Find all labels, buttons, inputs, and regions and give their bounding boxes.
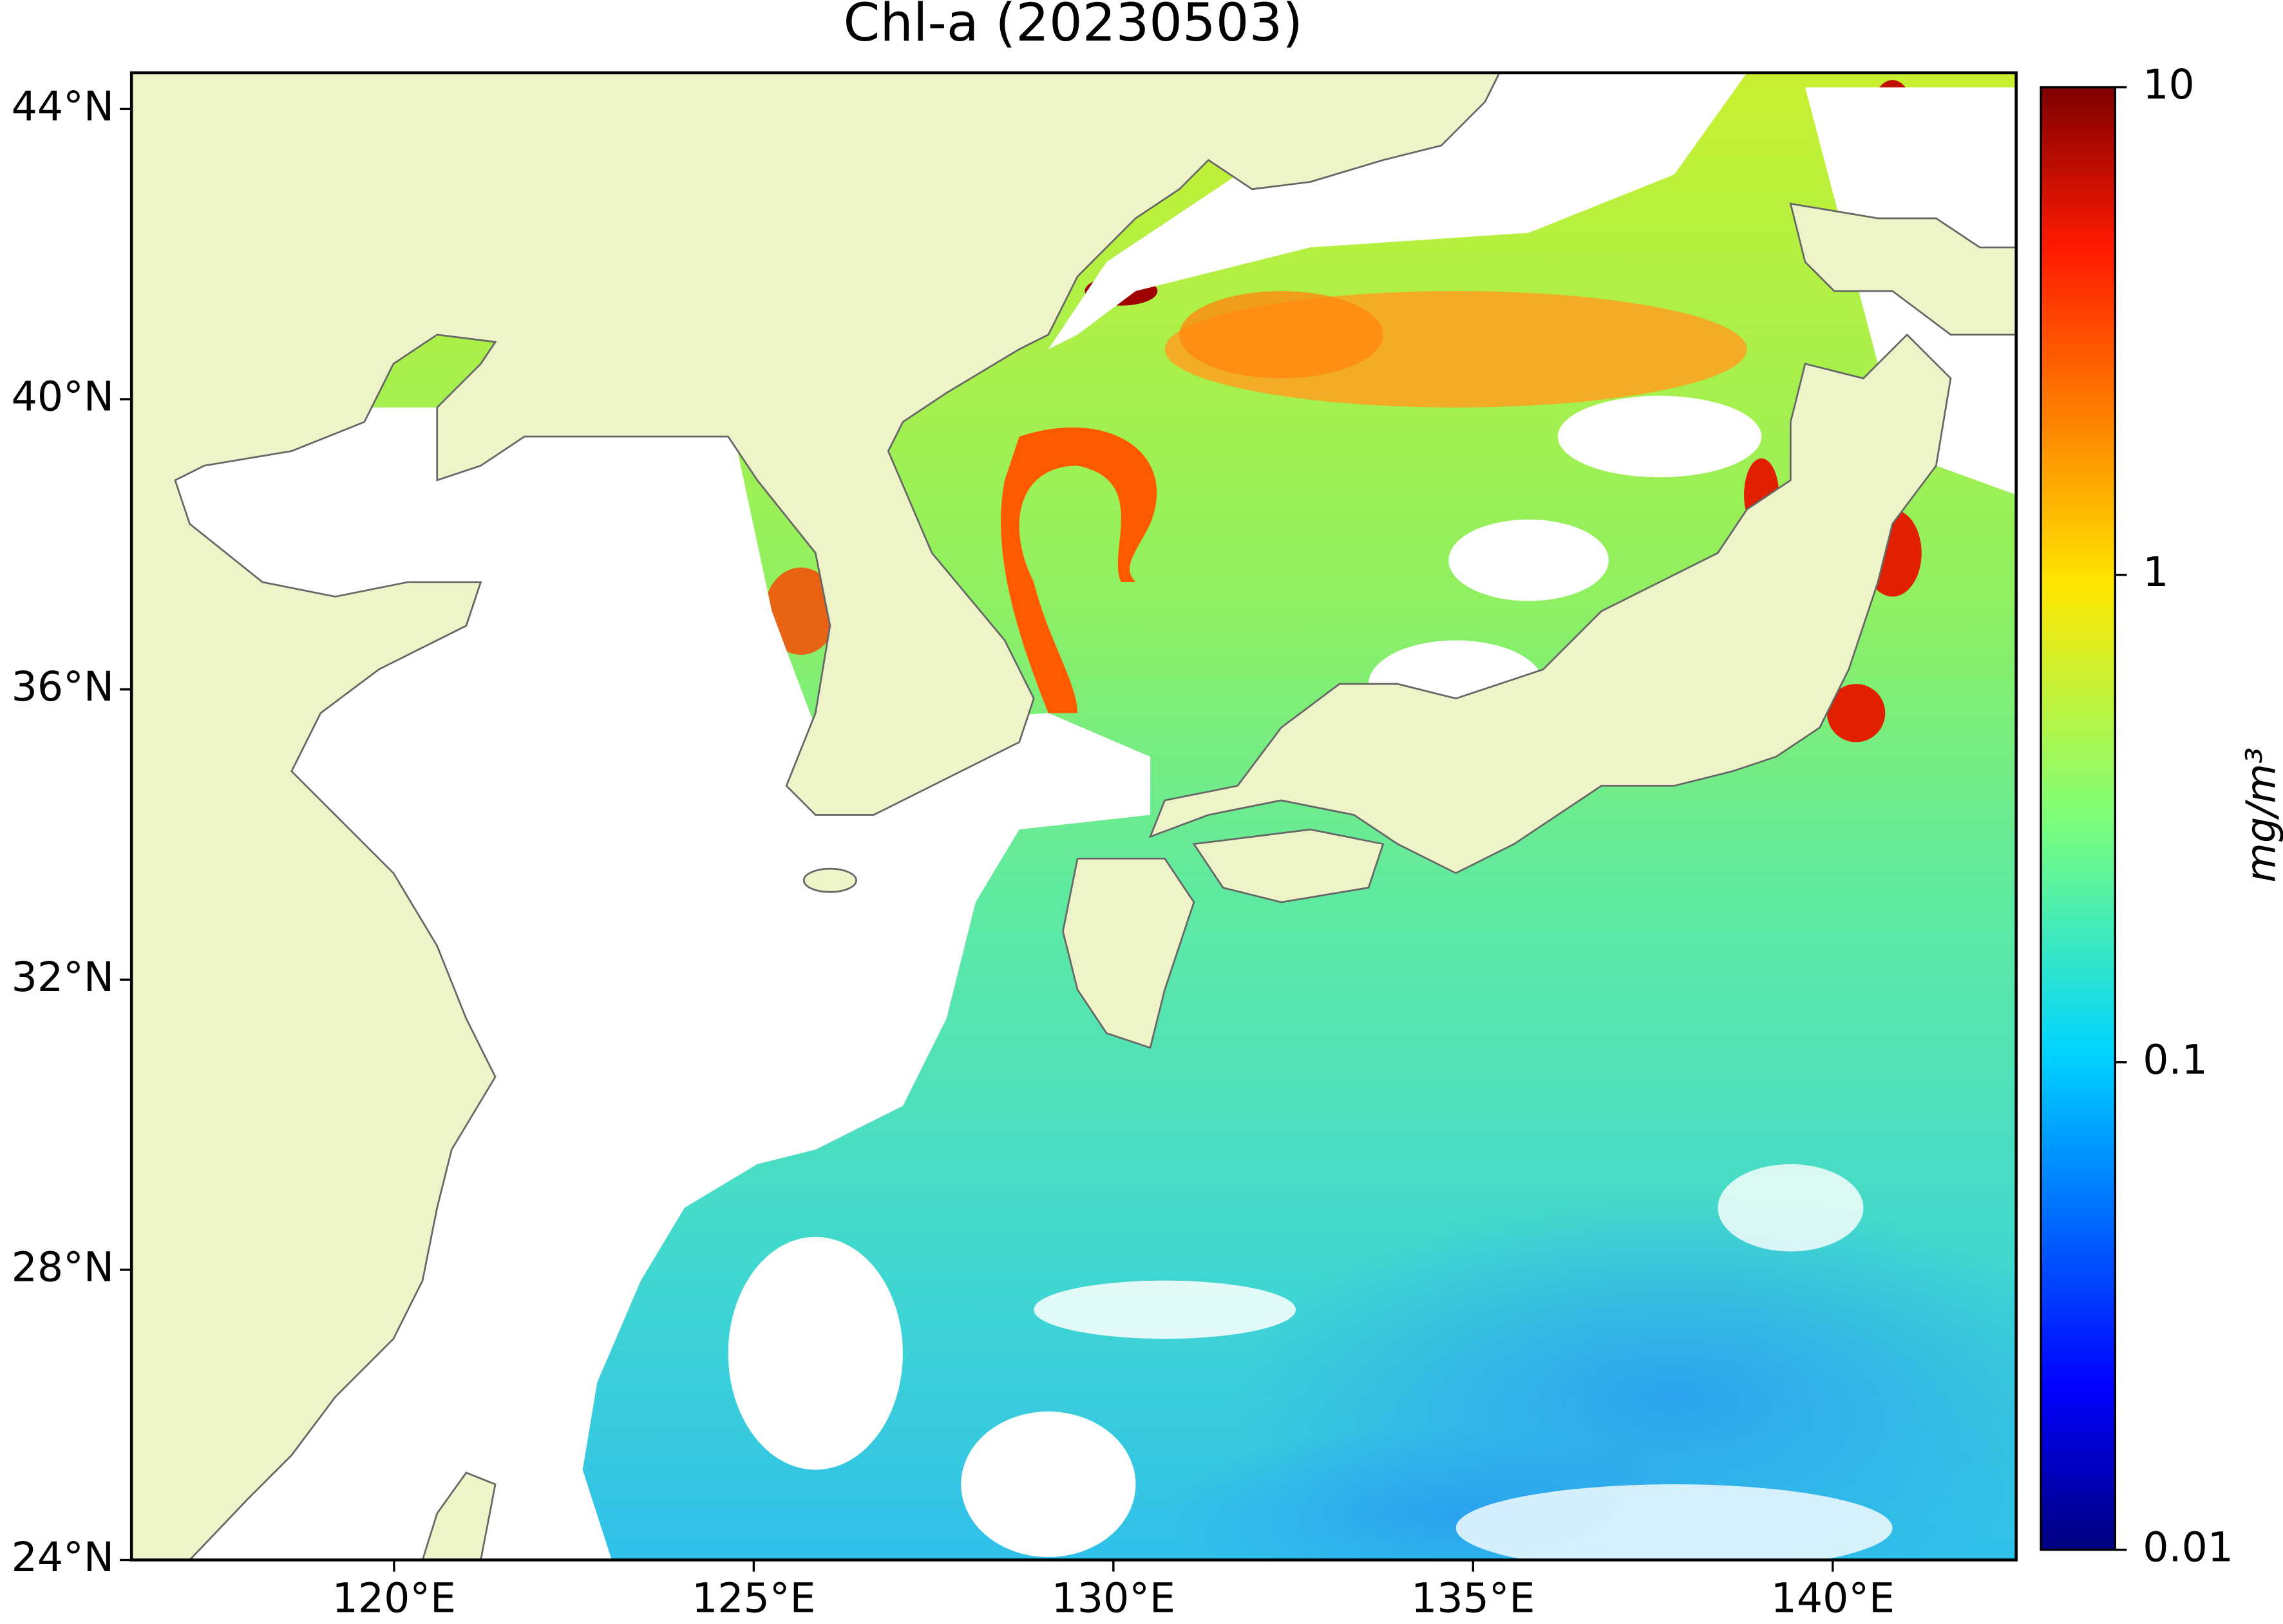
y-tick-label: 40°N xyxy=(12,373,114,420)
x-tick-label: 125°E xyxy=(692,1574,815,1621)
colorbar-label: mg/m³ xyxy=(2237,747,2283,882)
plot-frame xyxy=(129,71,2018,1562)
x-tick-label: 140°E xyxy=(1771,1574,1895,1621)
y-tick-label: 32°N xyxy=(12,953,114,1001)
y-tick-label: 44°N xyxy=(12,82,114,130)
colorbar-tick-label: 0.01 xyxy=(2143,1523,2233,1571)
colorbar xyxy=(2040,86,2117,1551)
colorbar-tick-label: 10 xyxy=(2143,61,2195,108)
colorbar-tick-label: 1 xyxy=(2143,548,2168,596)
y-tick-label: 28°N xyxy=(12,1243,114,1290)
x-tick-label: 130°E xyxy=(1052,1574,1175,1621)
x-tick-label: 135°E xyxy=(1411,1574,1535,1621)
colorbar-tick-label: 0.1 xyxy=(2143,1035,2208,1083)
chart-title: Chl-a (20230503) xyxy=(844,0,1303,53)
y-tick-label: 24°N xyxy=(12,1533,114,1581)
map-image xyxy=(131,72,2016,1560)
y-tick-label: 36°N xyxy=(12,663,114,710)
x-tick-label: 120°E xyxy=(332,1574,456,1621)
